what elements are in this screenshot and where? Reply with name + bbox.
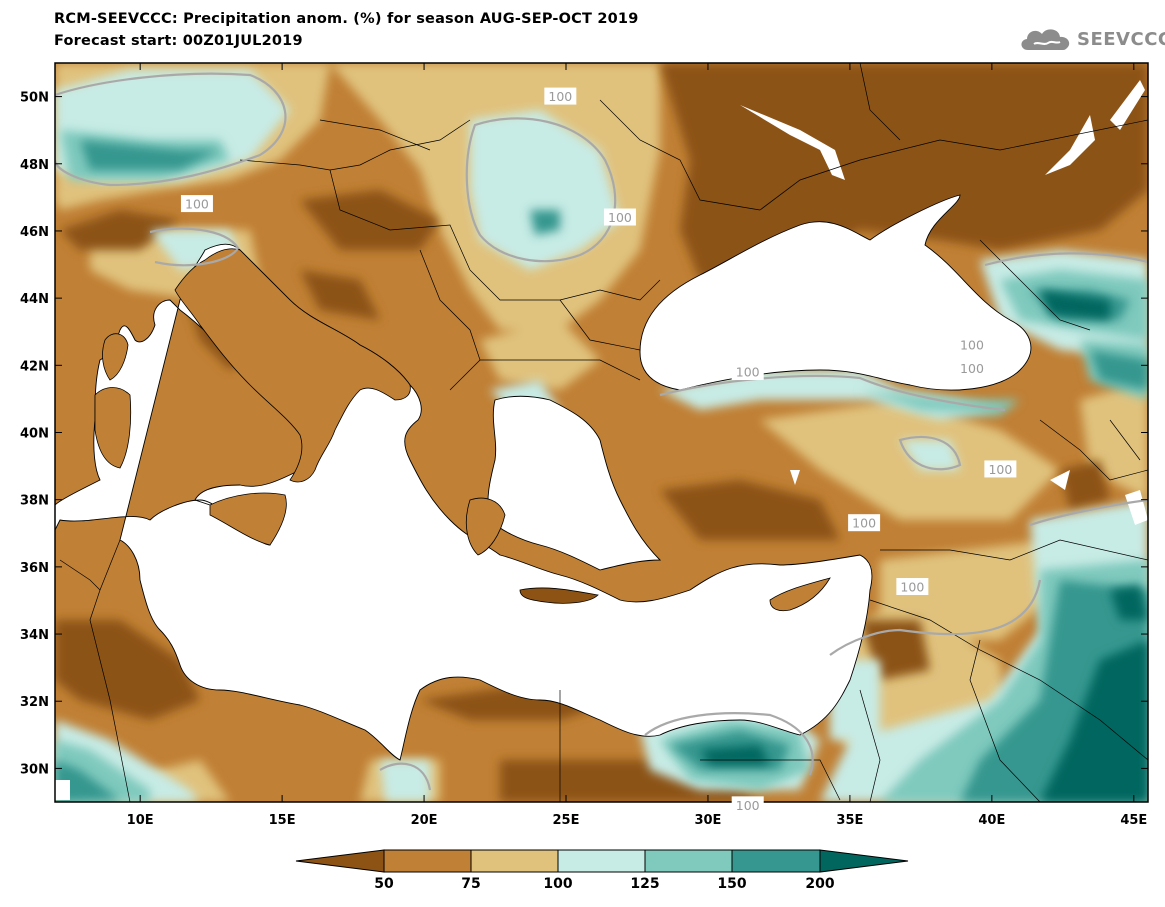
colorbar-125-150 bbox=[644, 849, 733, 873]
colorbar-gt200 bbox=[819, 849, 909, 873]
contour-label: 100 bbox=[988, 462, 1012, 477]
contour-label: 100 bbox=[185, 197, 209, 212]
colorbar-100-125 bbox=[557, 849, 646, 873]
y-tick-label: 50N bbox=[20, 91, 49, 106]
contour-label-bg bbox=[955, 336, 988, 354]
y-tick-label: 36N bbox=[20, 561, 49, 576]
x-tick-label: 30E bbox=[694, 813, 721, 828]
x-tick-label: 20E bbox=[411, 813, 438, 828]
contour-label: 100 bbox=[548, 89, 572, 104]
y-tick-label: 42N bbox=[20, 359, 49, 374]
legend-label-75: 75 bbox=[461, 876, 481, 892]
logo-text: SEEVCCC bbox=[1077, 28, 1165, 50]
y-tick-label: 44N bbox=[20, 292, 49, 307]
legend-label-200: 200 bbox=[805, 876, 835, 892]
contour-label: 100 bbox=[608, 210, 632, 225]
contour-label-bg bbox=[544, 87, 577, 105]
legend-label-150: 150 bbox=[717, 876, 747, 892]
contour-label: 100 bbox=[960, 361, 984, 376]
crete bbox=[519, 587, 599, 604]
sicily bbox=[209, 492, 287, 546]
map-title: RCM-SEEVCCC: Precipitation anom. (%) for… bbox=[54, 11, 639, 27]
legend-label-50: 50 bbox=[374, 876, 394, 892]
x-tick-label: 40E bbox=[978, 813, 1005, 828]
aegean-sea bbox=[487, 395, 662, 571]
contour-label-bg bbox=[603, 208, 636, 226]
country-borders bbox=[59, 63, 1148, 802]
y-axis: 30N 32N 34N 36N 38N 40N 42N 44N 46N 48N 50N bbox=[20, 91, 1148, 777]
x-axis: 10E 15E 20E 25E 30E 35E 40E 45E bbox=[127, 63, 1147, 828]
x-tick-label: 35E bbox=[836, 813, 863, 828]
contour-label: 100 bbox=[852, 516, 876, 531]
contour-label: 100 bbox=[736, 798, 760, 813]
legend-label-100: 100 bbox=[543, 876, 573, 892]
contour-label: 100 bbox=[960, 338, 984, 353]
contour-label-bg bbox=[955, 359, 988, 377]
contour-label-bg bbox=[180, 195, 213, 213]
contour-label: 100 bbox=[900, 580, 924, 595]
x-tick-label: 45E bbox=[1120, 813, 1147, 828]
field-below-50 bbox=[55, 63, 1148, 802]
contour-label-bg bbox=[984, 460, 1017, 478]
contour-labels: 100 100 100 100 100 100 100 100 100 100 bbox=[180, 87, 1017, 814]
contour-label-bg bbox=[896, 578, 929, 596]
seevccc-logo: SEEVCCC bbox=[1018, 24, 1165, 54]
y-tick-label: 40N bbox=[20, 427, 49, 442]
colorbar-150-200 bbox=[731, 849, 821, 873]
y-tick-label: 46N bbox=[20, 225, 49, 240]
x-tick-label: 25E bbox=[553, 813, 580, 828]
anomaly-field bbox=[55, 63, 1148, 802]
x-tick-label: 15E bbox=[269, 813, 296, 828]
islands bbox=[94, 248, 831, 612]
y-tick-label: 32N bbox=[20, 695, 49, 710]
contour-label-bg bbox=[731, 363, 764, 381]
y-tick-label: 48N bbox=[20, 158, 49, 173]
legend-label-125: 125 bbox=[630, 876, 660, 892]
peloponnese bbox=[465, 497, 506, 556]
x-tick-label: 10E bbox=[127, 813, 154, 828]
colorbar-50-75 bbox=[383, 849, 472, 873]
missing-data bbox=[55, 80, 1148, 800]
field-above-200 bbox=[700, 290, 1148, 802]
corsica bbox=[102, 333, 129, 381]
black-sea bbox=[639, 194, 1032, 391]
y-tick-label: 38N bbox=[20, 494, 49, 509]
cyprus bbox=[769, 577, 831, 612]
contour-label: 100 bbox=[736, 365, 760, 380]
colorbar-75-100 bbox=[470, 849, 559, 873]
cloud-icon bbox=[1021, 29, 1070, 50]
sardinia bbox=[94, 387, 132, 469]
y-tick-label: 34N bbox=[20, 628, 49, 643]
y-tick-label: 30N bbox=[20, 762, 49, 777]
contour-label-bg bbox=[848, 514, 881, 532]
contour-100 bbox=[55, 72, 1148, 791]
contour-label-bg bbox=[731, 796, 764, 814]
color-bar bbox=[295, 849, 909, 873]
forecast-start: Forecast start: 00Z01JUL2019 bbox=[54, 33, 303, 49]
colorbar-lt50 bbox=[295, 849, 385, 873]
italy bbox=[174, 248, 411, 483]
